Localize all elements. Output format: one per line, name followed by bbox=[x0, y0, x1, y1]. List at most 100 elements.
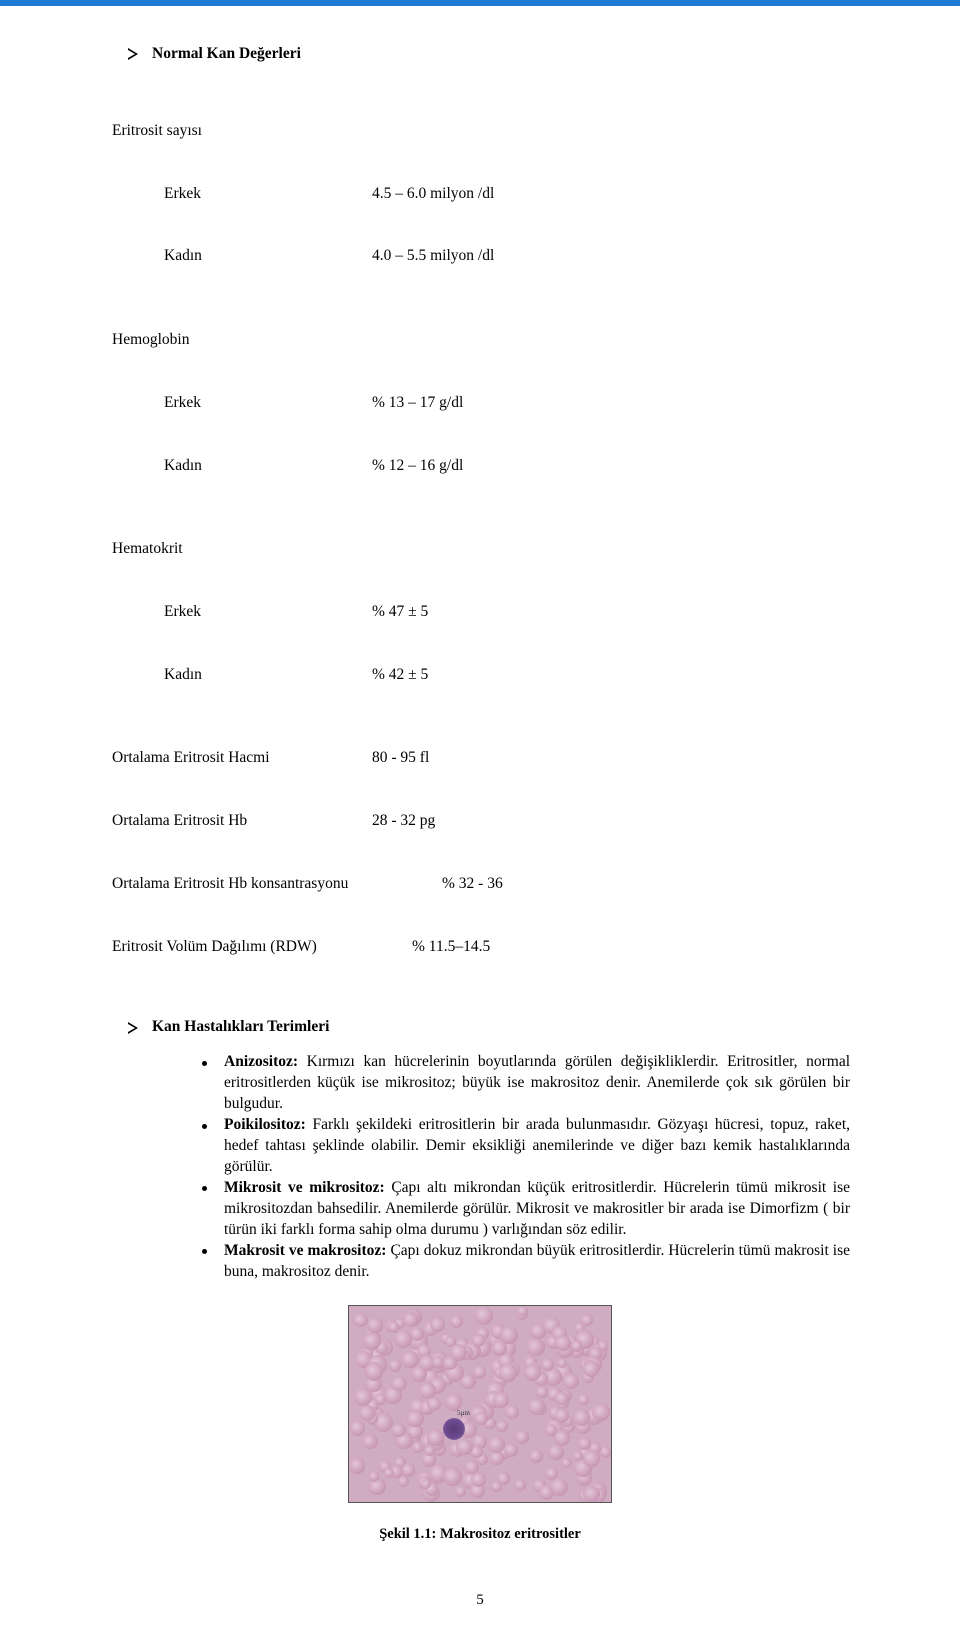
red-blood-cell bbox=[505, 1405, 519, 1419]
red-blood-cell bbox=[598, 1340, 608, 1350]
chevron-icon bbox=[128, 1022, 138, 1034]
term-body: Farklı şekildeki eritrositlerin bir arad… bbox=[224, 1116, 850, 1175]
red-blood-cell bbox=[581, 1314, 593, 1326]
value-label: Ortalama Eritrosit Hb konsantrasyonu bbox=[112, 874, 442, 895]
red-blood-cell bbox=[563, 1373, 579, 1389]
red-blood-cell bbox=[529, 1449, 543, 1463]
value-label: Kadın bbox=[112, 456, 372, 477]
red-blood-cell bbox=[555, 1408, 569, 1422]
value-label: Ortalama Eritrosit Hb bbox=[112, 811, 372, 832]
red-blood-cell bbox=[536, 1386, 547, 1397]
value: 80 - 95 fl bbox=[372, 748, 429, 769]
red-blood-cell bbox=[492, 1340, 508, 1356]
red-blood-cell bbox=[541, 1358, 554, 1371]
normal-values-block: Eritrosit sayısı Erkek4.5 – 6.0 milyon /… bbox=[112, 79, 850, 1000]
term-item: Anizositoz: Kırmızı kan hücrelerinin boy… bbox=[202, 1052, 850, 1115]
term-item: Poikilositoz: Farklı şekildeki eritrosit… bbox=[202, 1115, 850, 1178]
red-blood-cell bbox=[583, 1361, 599, 1377]
red-blood-cell bbox=[528, 1398, 545, 1415]
chevron-icon bbox=[128, 48, 138, 60]
value: % 12 – 16 g/dl bbox=[372, 456, 463, 477]
red-blood-cell bbox=[493, 1392, 509, 1408]
value: 28 - 32 pg bbox=[372, 811, 435, 832]
red-blood-cell bbox=[410, 1327, 424, 1341]
red-blood-cell bbox=[557, 1358, 567, 1368]
term-item: Makrosit ve makrositoz: Çapı dokuz mikro… bbox=[202, 1241, 850, 1283]
value-label: Eritrosit Volüm Dağılımı (RDW) bbox=[112, 937, 412, 958]
red-blood-cell bbox=[359, 1405, 375, 1421]
red-blood-cell bbox=[456, 1439, 473, 1456]
red-blood-cell bbox=[578, 1394, 589, 1405]
red-blood-cell bbox=[471, 1472, 487, 1488]
red-blood-cell bbox=[474, 1306, 493, 1325]
value-label: Erkek bbox=[112, 602, 372, 623]
term-body: Kırmızı kan hücrelerinin boyutlarında gö… bbox=[224, 1053, 850, 1112]
value: % 11.5–14.5 bbox=[412, 937, 490, 958]
term-title: Mikrosit ve mikrositoz: bbox=[224, 1179, 385, 1196]
red-blood-cell bbox=[362, 1434, 377, 1449]
red-blood-cell bbox=[349, 1457, 365, 1473]
term-title: Anizositoz: bbox=[224, 1053, 298, 1070]
red-blood-cell bbox=[375, 1393, 387, 1405]
red-blood-cell bbox=[504, 1443, 519, 1458]
page-number: 5 bbox=[110, 1590, 850, 1610]
red-blood-cell bbox=[592, 1403, 610, 1421]
red-blood-cell bbox=[455, 1486, 466, 1497]
value-label: Eritrosit sayısı bbox=[112, 121, 372, 142]
red-blood-cell bbox=[406, 1410, 423, 1427]
red-blood-cell bbox=[491, 1481, 501, 1491]
value-label: Hematokrit bbox=[112, 539, 372, 560]
section-heading-normal: Normal Kan Değerleri bbox=[128, 44, 850, 65]
value-label: Hemoglobin bbox=[112, 330, 372, 351]
value: % 32 - 36 bbox=[442, 874, 503, 895]
red-blood-cell bbox=[526, 1338, 544, 1356]
red-blood-cell bbox=[391, 1423, 406, 1438]
section-title: Normal Kan Değerleri bbox=[152, 44, 301, 65]
red-blood-cell bbox=[443, 1467, 462, 1486]
figure-caption: Şekil 1.1: Makrositoz eritrositler bbox=[110, 1525, 850, 1545]
value: % 13 – 17 g/dl bbox=[372, 393, 463, 414]
red-blood-cell bbox=[427, 1397, 441, 1411]
red-blood-cell bbox=[515, 1430, 528, 1443]
value-label: Erkek bbox=[112, 184, 372, 205]
page-content: Normal Kan Değerleri Eritrosit sayısı Er… bbox=[0, 6, 960, 1650]
scale-label: 5µm bbox=[457, 1409, 470, 1418]
red-blood-cell bbox=[555, 1392, 568, 1405]
red-blood-cell bbox=[389, 1359, 401, 1371]
red-blood-cell bbox=[474, 1412, 488, 1426]
red-blood-cell bbox=[561, 1458, 572, 1469]
red-blood-cell bbox=[353, 1313, 367, 1327]
red-blood-cell bbox=[430, 1317, 445, 1332]
red-blood-cell bbox=[499, 1363, 517, 1381]
red-blood-cell bbox=[402, 1463, 415, 1476]
terms-list: Anizositoz: Kırmızı kan hücrelerinin boy… bbox=[110, 1052, 850, 1282]
red-blood-cell bbox=[514, 1479, 526, 1491]
figure: 5µm Şekil 1.1: Makrositoz eritrositler bbox=[110, 1305, 850, 1545]
value-label: Erkek bbox=[112, 393, 372, 414]
red-blood-cell bbox=[600, 1446, 611, 1457]
value: % 47 ± 5 bbox=[372, 602, 428, 623]
red-blood-cell bbox=[363, 1332, 381, 1350]
red-blood-cell bbox=[369, 1471, 380, 1482]
red-blood-cell bbox=[571, 1340, 583, 1352]
section-title: Kan Hastalıkları Terimleri bbox=[152, 1017, 329, 1038]
red-blood-cell bbox=[350, 1420, 366, 1436]
value: 4.0 – 5.5 milyon /dl bbox=[372, 246, 494, 267]
red-blood-cell bbox=[367, 1317, 383, 1333]
value-label: Kadın bbox=[112, 665, 372, 686]
value: 4.5 – 6.0 milyon /dl bbox=[372, 184, 494, 205]
white-blood-cell bbox=[443, 1418, 465, 1440]
red-blood-cell bbox=[488, 1436, 505, 1453]
red-blood-cell bbox=[583, 1450, 600, 1467]
red-blood-cell bbox=[398, 1476, 409, 1487]
red-blood-cell bbox=[391, 1376, 406, 1391]
term-item: Mikrosit ve mikrositoz: Çapı altı mikron… bbox=[202, 1178, 850, 1241]
red-blood-cell bbox=[365, 1362, 384, 1381]
value: % 42 ± 5 bbox=[372, 665, 428, 686]
red-blood-cell bbox=[496, 1420, 508, 1432]
red-blood-cell bbox=[450, 1315, 463, 1328]
section-heading-terms: Kan Hastalıkları Terimleri bbox=[128, 1017, 850, 1038]
microscope-image: 5µm bbox=[348, 1305, 612, 1503]
value-label: Ortalama Eritrosit Hacmi bbox=[112, 748, 372, 769]
red-blood-cell bbox=[384, 1468, 394, 1478]
